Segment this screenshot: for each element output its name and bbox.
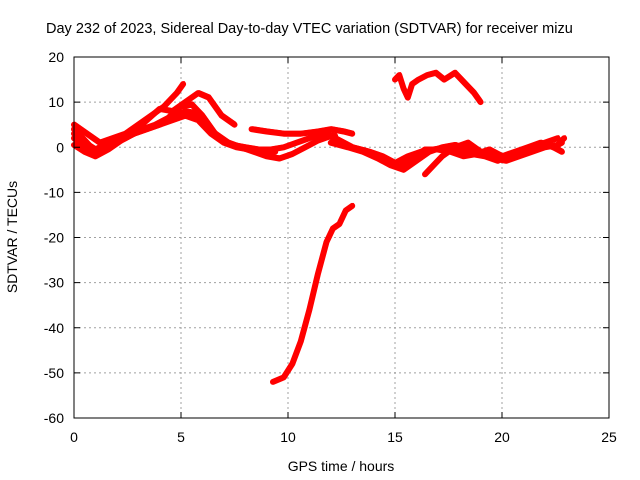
y-tick-label: -40 — [44, 320, 64, 336]
series-line-arc-6 — [248, 126, 356, 137]
series-jitter-arc-6 — [251, 126, 355, 133]
x-tick-label: 10 — [280, 429, 296, 445]
y-axis-label: SDTVAR / TECUs — [4, 181, 20, 293]
x-tick-label: 15 — [387, 429, 403, 445]
series-line-arc-5 — [71, 112, 279, 160]
x-tick-label: 25 — [601, 429, 617, 445]
series-jitter-arc-5 — [74, 112, 278, 156]
chart-title: Day 232 of 2023, Sidereal Day-to-day VTE… — [46, 21, 573, 37]
y-tick-label: 20 — [48, 49, 64, 65]
y-tick-label: -20 — [44, 230, 64, 246]
y-tick-label: -10 — [44, 184, 64, 200]
series-line-arc-9 — [370, 139, 565, 171]
y-tick-label: -30 — [44, 275, 64, 291]
series-line-arc-11 — [270, 202, 356, 385]
x-axis-label: GPS time / hours — [288, 458, 395, 474]
y-tick-label: -50 — [44, 365, 64, 381]
x-axis-ticks: 0 5 10 15 20 25 — [70, 57, 617, 445]
series-jitter-arc-11 — [273, 202, 355, 381]
y-axis-ticks: -60 -50 -40 -30 -20 -10 0 10 20 — [44, 49, 609, 426]
x-tick-label: 5 — [177, 429, 185, 445]
x-tick-label: 20 — [494, 429, 510, 445]
series-jitter-arc-10 — [425, 135, 567, 174]
data-series-group — [71, 69, 568, 385]
series-jitter-arc-12 — [395, 69, 483, 102]
series-jitter-arc-4 — [74, 81, 186, 142]
y-tick-label: 10 — [48, 94, 64, 110]
series-jitter-arc-9 — [373, 139, 564, 167]
y-tick-label: -60 — [44, 410, 64, 426]
x-tick-label: 0 — [70, 429, 78, 445]
y-tick-label: 0 — [56, 139, 64, 155]
series-line-arc-12 — [392, 69, 484, 106]
